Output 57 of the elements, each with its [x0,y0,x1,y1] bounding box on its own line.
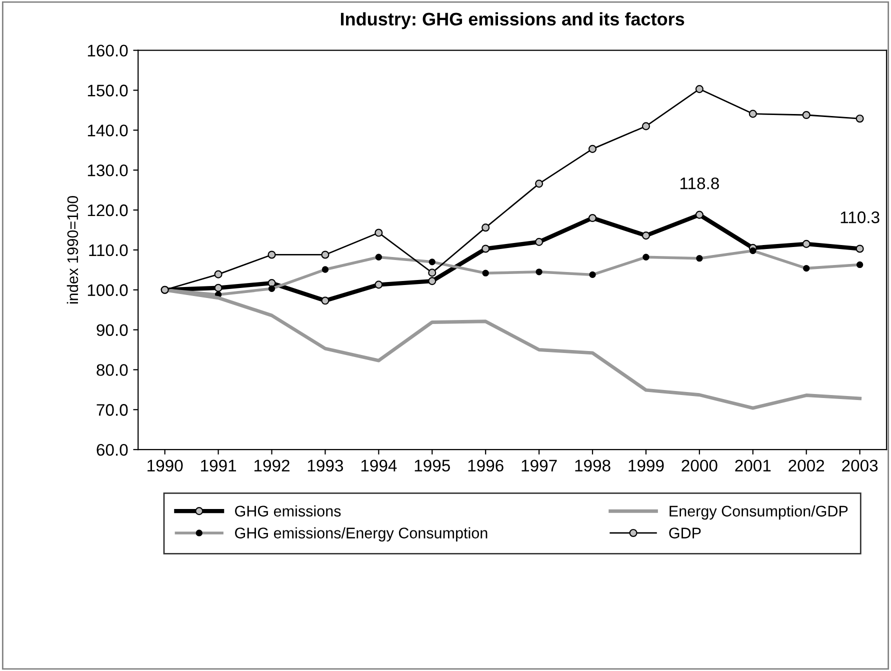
point [268,250,276,259]
point [428,268,436,277]
y-axis-title: index 1990=100 [66,196,78,304]
y-tick-label: 130.0 [88,164,128,176]
legend-label: GDP [669,528,701,538]
annotation: 110.3 [840,211,880,224]
x-tick-label: 2002 [788,460,824,472]
point [642,232,650,240]
x-tick-label: 1991 [201,460,236,472]
y-tick-label: 160.0 [88,44,128,57]
point [856,114,864,123]
y-tick-label: 100.0 [88,284,128,296]
x-tick-label: 2000 [682,460,718,472]
point [802,240,810,248]
point [588,214,597,222]
y-tick-label: 60.0 [96,444,128,456]
point [374,228,383,237]
x-tick-label: 1996 [468,460,504,472]
point [214,270,222,278]
annotation: 118.8 [680,177,719,190]
legend-label: GHG emissions [235,505,341,517]
x-tick-label: 1990 [148,460,183,472]
point [695,210,704,219]
point [748,110,757,118]
point [374,280,383,289]
point [428,277,436,286]
x-tick-label: 1998 [575,460,610,472]
x-tick-label: 1994 [361,460,397,472]
y-tick-label: 150.0 [88,84,128,96]
point [642,122,650,130]
point [588,144,597,153]
point [535,180,544,188]
y-tick-label: 120.0 [88,204,128,216]
y-tick-label: 90.0 [96,324,128,336]
y-tick-label: 80.0 [96,364,128,376]
point [802,110,810,120]
point [482,244,490,253]
x-tick-label: 1997 [522,460,557,472]
chart-title: Industry: GHG emissions and its factors [340,12,684,30]
x-tick-label: 1995 [414,460,450,472]
x-tick-label: 2001 [735,460,771,472]
y-tick-label: 140.0 [88,124,128,136]
y-tick-label: 110.0 [89,244,128,256]
x-tick-label: 1999 [628,460,664,472]
legend-label: GHG emissions/Energy Consumption [235,527,488,542]
y-tick-label: 70.0 [96,404,128,416]
legend-label: Energy Consumption/GDP [670,505,848,520]
point [214,284,222,292]
point [321,250,330,259]
x-tick-label: 1992 [254,460,290,472]
point [856,244,864,253]
point [321,296,330,305]
point [535,238,544,246]
point [695,85,704,94]
x-tick-label: 1993 [308,460,344,472]
x-tick-label: 2003 [842,460,878,472]
point [482,224,490,232]
